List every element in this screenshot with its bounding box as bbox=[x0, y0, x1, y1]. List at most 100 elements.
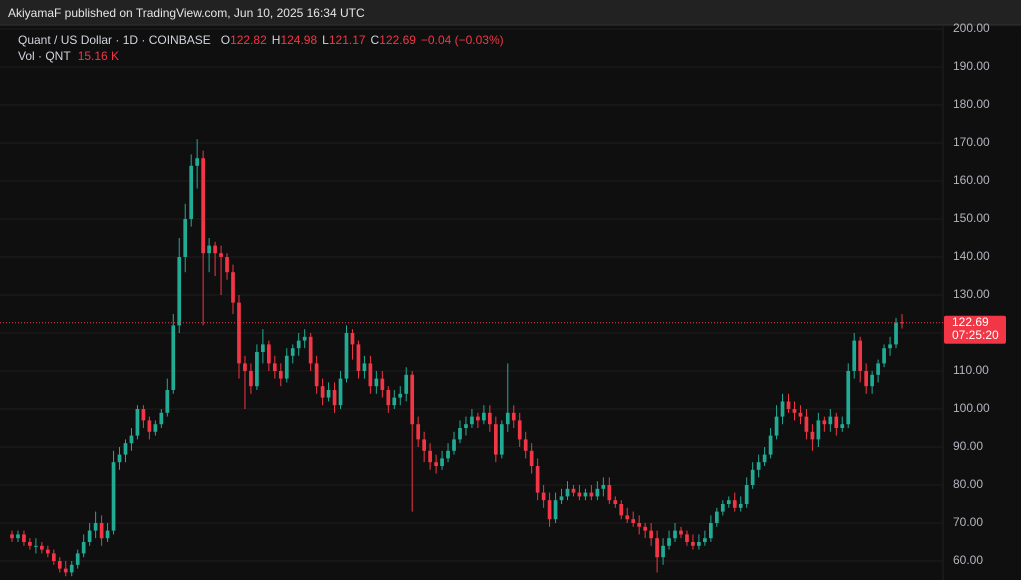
ohlc-value: 122.82 bbox=[230, 33, 267, 47]
candle-body bbox=[243, 363, 247, 371]
candle-body bbox=[75, 553, 80, 565]
candle-body bbox=[380, 378, 385, 390]
candle-body bbox=[703, 538, 707, 542]
y-tick-label: 130.00 bbox=[953, 287, 990, 301]
candle-body bbox=[834, 416, 839, 428]
candle-body bbox=[476, 416, 480, 421]
candle-body bbox=[691, 541, 695, 546]
candle-body bbox=[523, 439, 528, 451]
candle-body bbox=[858, 340, 863, 371]
candle-body bbox=[732, 500, 737, 508]
candle-body bbox=[219, 253, 223, 257]
volume-value: 15.16 K bbox=[78, 49, 119, 63]
y-tick-label: 80.00 bbox=[953, 477, 983, 491]
candle-body bbox=[900, 322, 904, 324]
ohlc-value: 122.69 bbox=[379, 33, 416, 47]
candle-body bbox=[261, 344, 265, 352]
candle-body bbox=[511, 412, 516, 421]
candle-body bbox=[368, 363, 373, 387]
candle-body bbox=[816, 420, 821, 440]
candle-body bbox=[786, 401, 791, 409]
candle-body bbox=[213, 245, 217, 254]
candle-body bbox=[697, 541, 701, 546]
candle-body bbox=[69, 564, 74, 573]
candle-body bbox=[720, 503, 725, 512]
candle-body bbox=[16, 534, 20, 539]
candle-body bbox=[225, 256, 229, 273]
candle-body bbox=[661, 545, 665, 558]
candle-body bbox=[822, 420, 827, 425]
candle-body bbox=[314, 363, 319, 387]
candle-body bbox=[302, 336, 307, 341]
candle-body bbox=[679, 530, 683, 535]
candle-body bbox=[673, 530, 677, 539]
volume-legend: Vol · QNT 15.16 K bbox=[18, 49, 119, 63]
candle-body bbox=[51, 553, 56, 561]
candle-body bbox=[57, 560, 62, 569]
candle-body bbox=[553, 500, 558, 520]
candle-body bbox=[637, 522, 642, 527]
candle-body bbox=[595, 488, 600, 497]
candle-body bbox=[189, 165, 194, 219]
candle-body bbox=[583, 492, 588, 497]
volume-label: Vol · QNT bbox=[18, 49, 71, 63]
candle-body bbox=[308, 336, 313, 364]
candle-body bbox=[482, 412, 486, 421]
candle-body bbox=[249, 370, 253, 387]
candle-body bbox=[416, 424, 421, 440]
candle-body bbox=[266, 344, 271, 364]
candle-body bbox=[738, 503, 743, 508]
candle-body bbox=[81, 541, 86, 554]
candle-body bbox=[565, 488, 570, 497]
candle-body bbox=[296, 340, 301, 349]
candle-body bbox=[589, 492, 594, 497]
candle-body bbox=[619, 503, 624, 516]
candle-body bbox=[876, 363, 880, 375]
candle-body bbox=[440, 458, 444, 466]
y-tick-label: 190.00 bbox=[953, 59, 990, 73]
candle-body bbox=[750, 469, 755, 485]
candle-body bbox=[714, 511, 719, 523]
candle-body bbox=[762, 454, 767, 463]
candle-body bbox=[613, 500, 618, 504]
candle-body bbox=[159, 412, 164, 425]
ohlc-label: C bbox=[371, 33, 380, 47]
candle-body bbox=[792, 408, 797, 413]
candle-body bbox=[404, 374, 409, 394]
candle-body bbox=[201, 158, 205, 254]
candle-body bbox=[601, 484, 606, 489]
candle-body bbox=[105, 530, 110, 539]
candle-body bbox=[577, 492, 582, 497]
y-tick-label: 60.00 bbox=[953, 553, 983, 567]
candle-body bbox=[529, 450, 534, 466]
candle-body bbox=[488, 412, 492, 425]
candle-body bbox=[667, 538, 671, 546]
candle-body bbox=[165, 389, 170, 413]
candle-body bbox=[804, 416, 809, 432]
candle-body bbox=[846, 370, 851, 425]
top-bar bbox=[0, 0, 1021, 25]
ohlc-value: 121.17 bbox=[329, 33, 366, 47]
candle-body bbox=[458, 427, 462, 440]
candle-body bbox=[278, 370, 283, 379]
candle-body bbox=[183, 218, 188, 257]
candle-body bbox=[428, 450, 432, 463]
candle-body bbox=[410, 374, 415, 425]
candle-body bbox=[870, 374, 874, 387]
candle-body bbox=[798, 412, 803, 417]
ohlc-label: L bbox=[322, 33, 329, 47]
candle-body bbox=[888, 344, 892, 349]
candle-body bbox=[625, 515, 630, 520]
candle-body bbox=[559, 496, 564, 501]
price-tag bbox=[944, 315, 1006, 344]
y-tick-label: 200.00 bbox=[953, 21, 990, 35]
candle-body bbox=[320, 386, 325, 398]
candle-body bbox=[493, 424, 498, 455]
y-tick-label: 180.00 bbox=[953, 97, 990, 111]
candle-body bbox=[464, 424, 468, 428]
candle-body bbox=[111, 462, 116, 531]
candle-body bbox=[774, 416, 779, 436]
y-tick-label: 90.00 bbox=[953, 439, 983, 453]
candle-body bbox=[631, 519, 636, 523]
candle-body bbox=[195, 158, 200, 166]
